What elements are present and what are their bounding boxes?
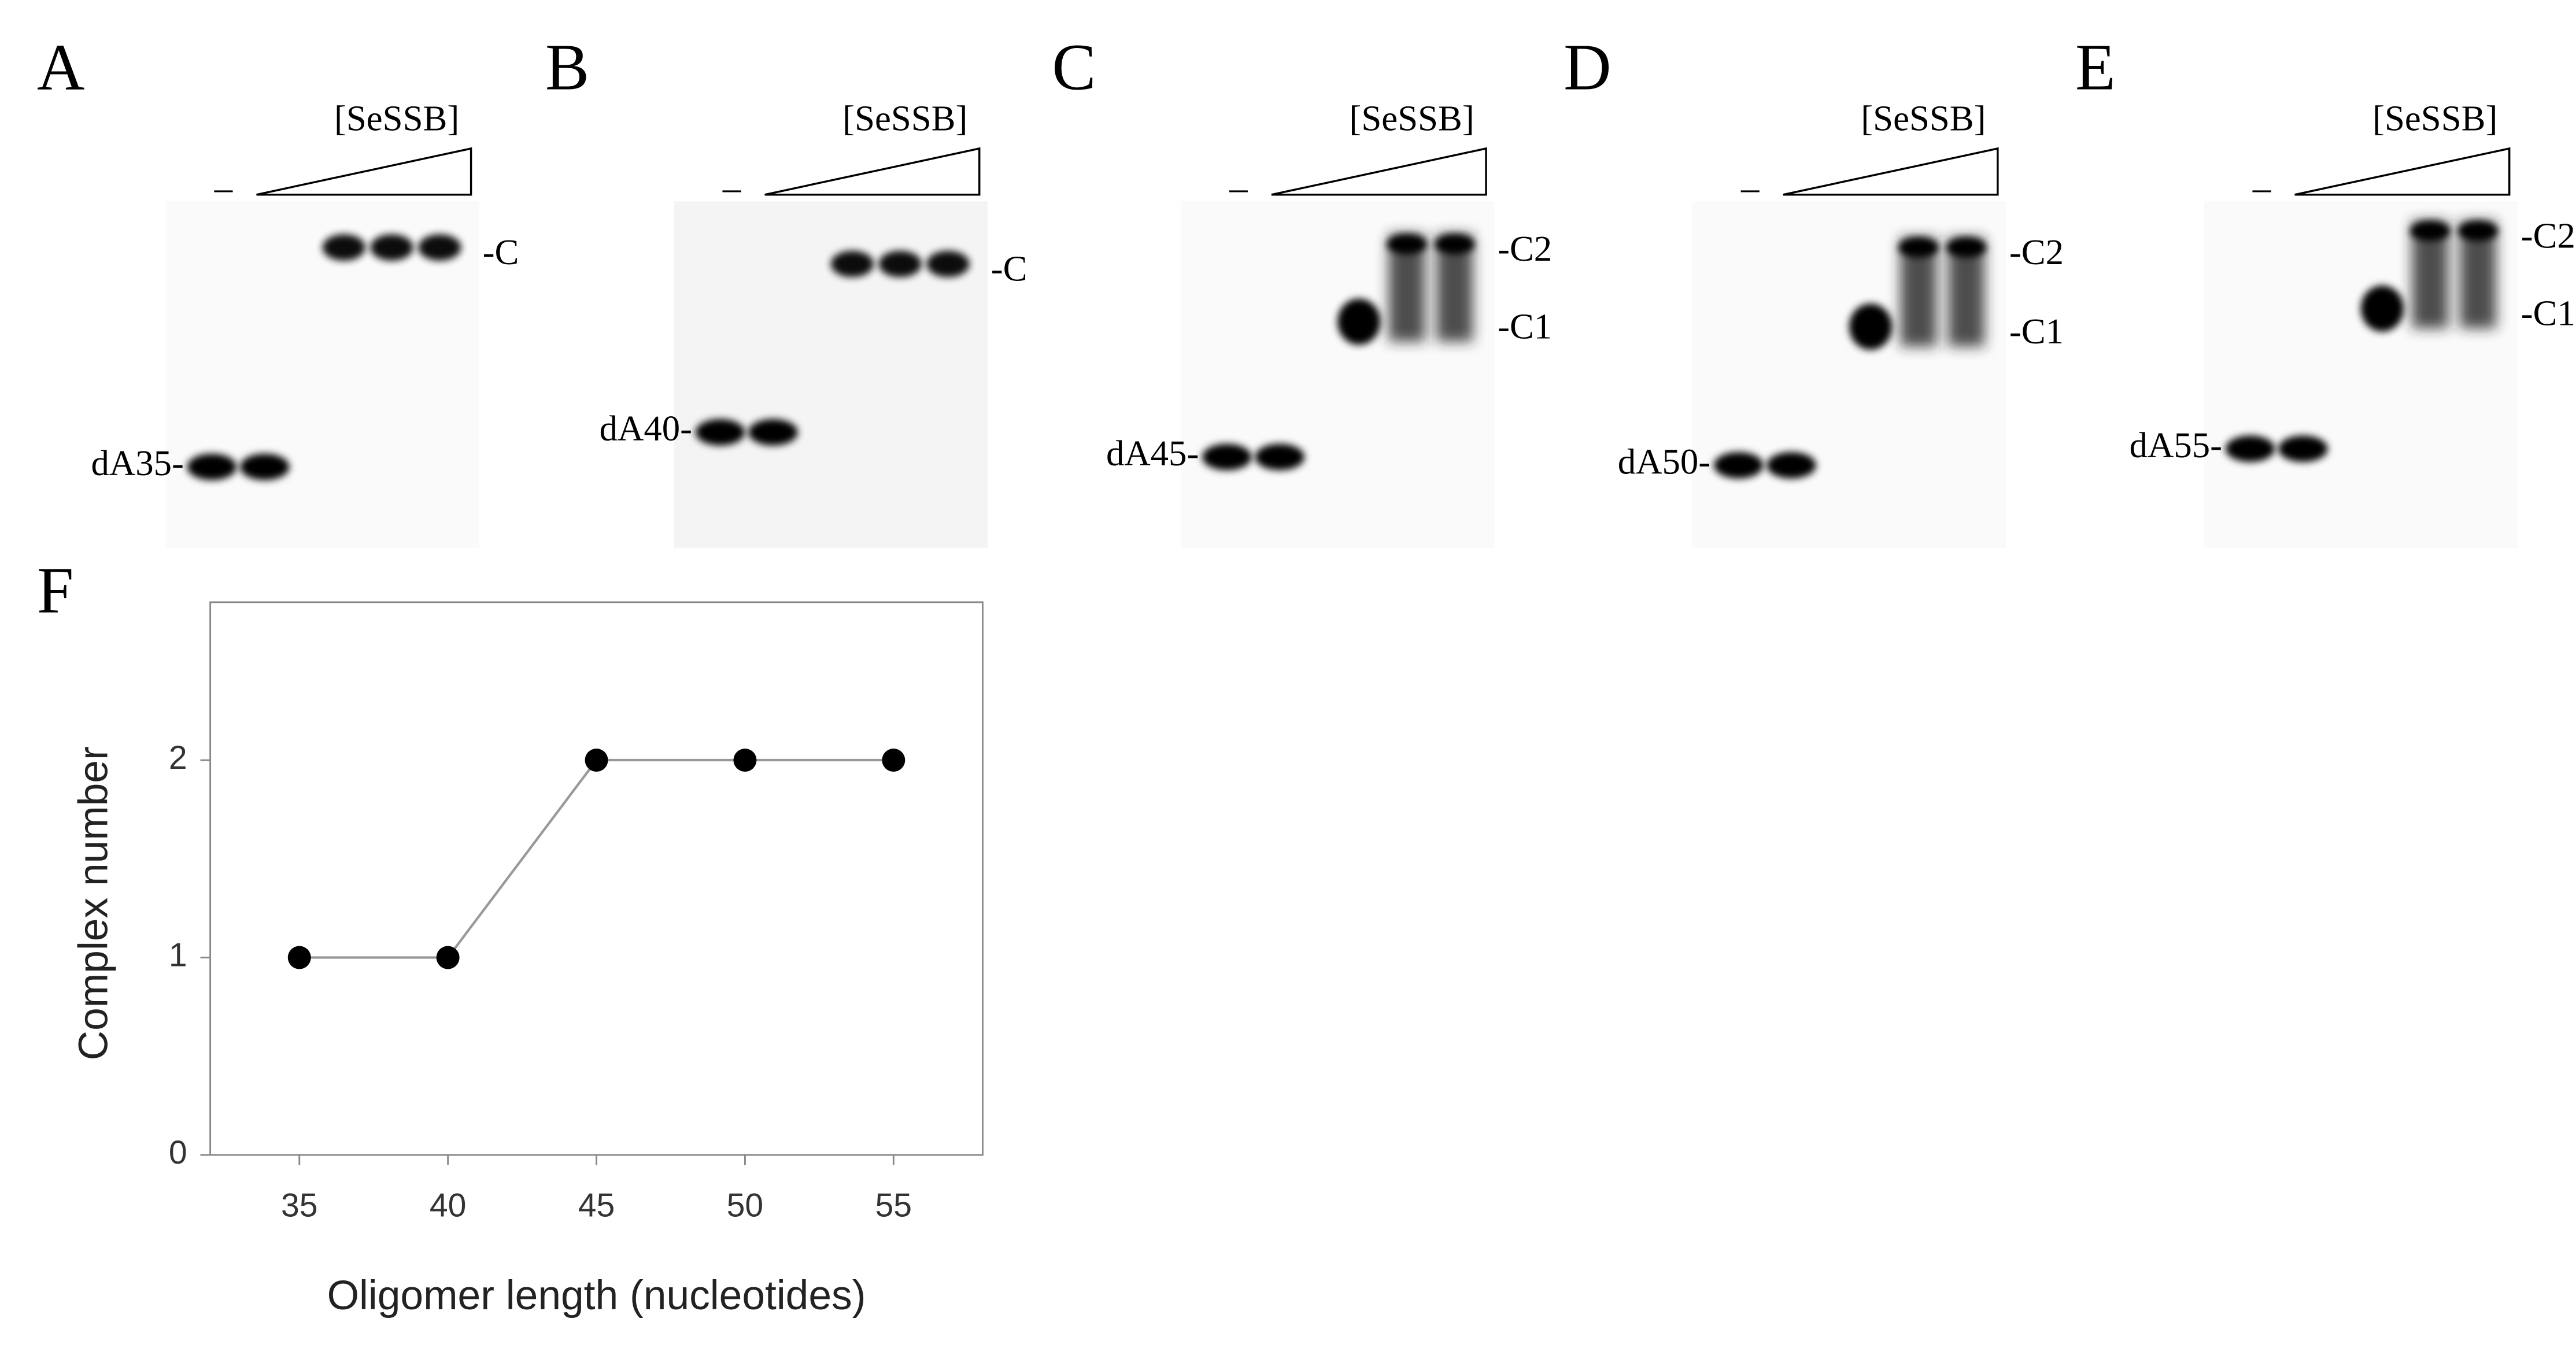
panel-letter: D: [1564, 31, 1611, 104]
band: [418, 234, 461, 261]
protein-label: [SeSSB]: [334, 98, 459, 139]
band: [239, 453, 290, 480]
band: [1849, 303, 1893, 350]
gel-panel: D [SeSSB] – dA50- -C2 -C1: [1564, 31, 2064, 548]
band: [370, 234, 413, 261]
panel-letter: E: [2075, 31, 2116, 104]
band: [1713, 452, 1764, 479]
panel-letter: F: [37, 553, 74, 627]
data-point: [585, 749, 608, 772]
x-axis-title: Oligomer length (nucleotides): [327, 1272, 866, 1319]
gradient-triangle: [256, 147, 472, 196]
y-tick-label: 2: [169, 739, 187, 776]
complex-label: -C2: [2521, 215, 2575, 255]
gel-panel: B [SeSSB] – dA40- -C: [545, 31, 1027, 548]
substrate-label: dA40-: [600, 408, 692, 449]
plot-frame: [209, 601, 984, 1156]
band: [2458, 221, 2498, 241]
band: [695, 419, 745, 446]
band: [1202, 443, 1252, 471]
complex-label: -C1: [2521, 292, 2575, 333]
band: [878, 250, 922, 277]
protein-label: [SeSSB]: [2372, 98, 2497, 139]
y-tick-label: 1: [169, 937, 187, 974]
protein-label: [SeSSB]: [842, 98, 967, 139]
band: [1898, 238, 1939, 258]
band: [1946, 238, 1986, 258]
substrate-label: dA50-: [1618, 441, 1710, 482]
substrate-label: dA45-: [1106, 433, 1199, 473]
panel-letter: C: [1052, 31, 1096, 104]
x-tick-label: 50: [727, 1187, 764, 1224]
panel-letter: A: [37, 31, 84, 104]
data-point: [733, 749, 757, 772]
band: [2278, 435, 2328, 462]
gradient-triangle: [2294, 147, 2511, 196]
panel-letter: B: [545, 31, 589, 104]
complex-label: -C1: [1498, 306, 1552, 346]
data-point: [287, 946, 311, 969]
y-tick-label: 0: [169, 1134, 187, 1171]
band: [2225, 435, 2275, 462]
gradient-triangle: [1783, 147, 1999, 196]
complex-label: -C: [483, 232, 519, 272]
gel-panel: A [SeSSB] – dA35- -C: [37, 31, 519, 548]
substrate-label: dA35-: [91, 443, 184, 483]
band: [2410, 221, 2450, 241]
protein-label: [SeSSB]: [1861, 98, 1986, 139]
band: [1766, 452, 1816, 479]
band: [830, 250, 874, 277]
protein-label: [SeSSB]: [1349, 98, 1474, 139]
band: [748, 419, 798, 446]
control-label: –: [2252, 168, 2271, 208]
band: [187, 453, 237, 480]
band: [1387, 234, 1427, 254]
complex-label: -C: [991, 248, 1028, 288]
x-tick-label: 55: [875, 1187, 912, 1224]
data-point: [882, 749, 906, 772]
gradient-triangle: [1271, 147, 1487, 196]
band: [1337, 298, 1381, 345]
control-label: –: [214, 168, 233, 208]
gradient-triangle: [764, 147, 981, 196]
substrate-label: dA55-: [2130, 425, 2222, 465]
complex-label: -C2: [1498, 228, 1552, 269]
control-label: –: [722, 168, 741, 208]
data-point: [436, 946, 460, 969]
control-label: –: [1740, 168, 1760, 208]
y-axis-title: Complex number: [71, 746, 117, 1060]
complex-label: -C2: [2009, 232, 2064, 272]
band: [1255, 443, 1305, 471]
gel-panel: E [SeSSB] – dA55- -C2 -C1: [2075, 31, 2575, 548]
band: [2360, 285, 2404, 332]
gel-panel: C [SeSSB] – dA45- -C2 -C1: [1052, 31, 1552, 548]
control-label: –: [1229, 168, 1248, 208]
x-tick-label: 45: [578, 1187, 615, 1224]
band: [322, 234, 365, 261]
band: [1435, 234, 1475, 254]
x-tick-label: 40: [430, 1187, 467, 1224]
data-line: [299, 758, 894, 959]
band: [926, 250, 970, 277]
complex-label: -C1: [2009, 311, 2064, 351]
x-tick-label: 35: [281, 1187, 317, 1224]
gel-background: [165, 201, 479, 548]
